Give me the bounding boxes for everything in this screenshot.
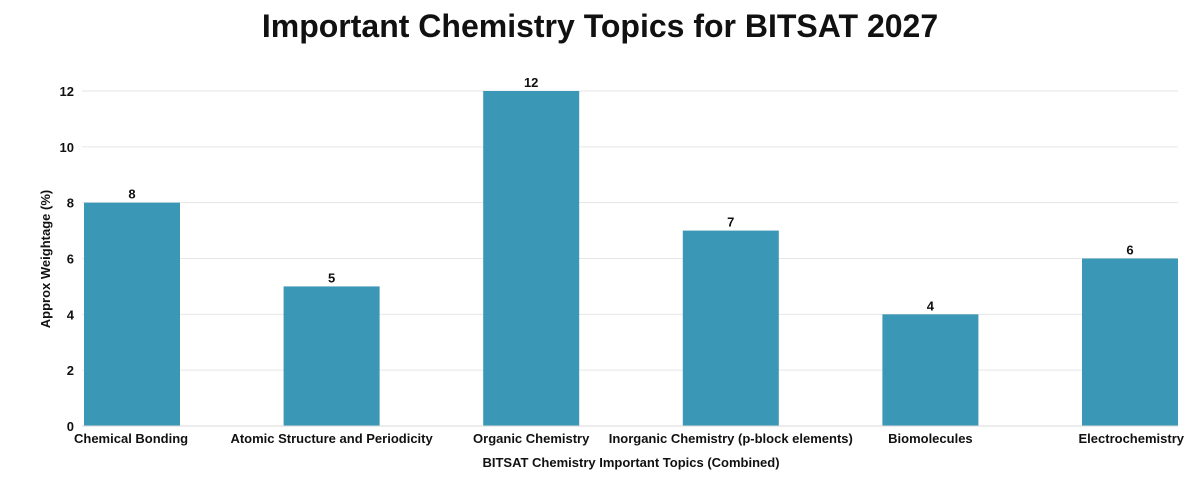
bar — [1082, 258, 1178, 426]
bars — [84, 91, 1178, 426]
chart-title: Important Chemistry Topics for BITSAT 20… — [261, 8, 939, 44]
x-tick-label: Chemical Bonding — [74, 431, 188, 446]
bar — [84, 202, 180, 426]
x-tick-label: Atomic Structure and Periodicity — [230, 431, 433, 446]
x-tick-label: Organic Chemistry — [473, 431, 590, 446]
x-tick-label: Electrochemistry — [1079, 431, 1185, 446]
y-tick-label: 2 — [67, 363, 74, 378]
bar-value-label: 4 — [927, 298, 935, 313]
bar-value-label: 8 — [128, 187, 135, 202]
bar-value-label: 12 — [524, 75, 538, 90]
y-tick-label: 4 — [67, 307, 75, 322]
y-axis-label: Approx Weightage (%) — [38, 190, 53, 328]
bar — [283, 286, 380, 426]
y-tick-label: 8 — [67, 196, 74, 211]
x-tick-label: Biomolecules — [888, 431, 973, 446]
y-tick-label: 0 — [67, 419, 74, 434]
bar — [882, 314, 979, 426]
y-tick-label: 10 — [60, 140, 74, 155]
y-tick-label: 12 — [60, 84, 74, 99]
bar-value-label: 7 — [727, 215, 734, 230]
bar — [682, 230, 779, 426]
y-axis-ticks: 0 2 4 6 8 10 12 — [60, 84, 75, 434]
gridlines — [82, 90, 1178, 371]
x-tick-label: Inorganic Chemistry (p-block elements) — [609, 431, 853, 446]
y-tick-label: 6 — [67, 252, 74, 267]
x-axis-ticks: Chemical Bonding Atomic Structure and Per… — [74, 431, 1185, 446]
data-labels: 8 5 12 7 4 6 — [128, 75, 1133, 313]
bar-value-label: 6 — [1126, 243, 1133, 258]
x-axis-label: BITSAT Chemistry Important Topics (Combi… — [482, 455, 779, 470]
bar-value-label: 5 — [328, 270, 335, 285]
bar — [483, 91, 580, 426]
